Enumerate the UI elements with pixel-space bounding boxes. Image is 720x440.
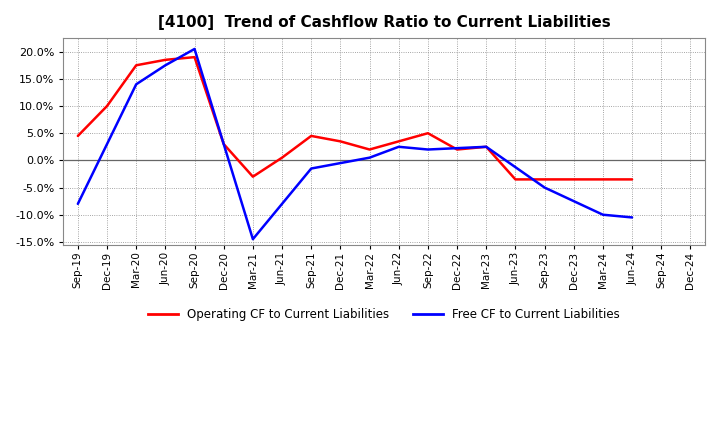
Legend: Operating CF to Current Liabilities, Free CF to Current Liabilities: Operating CF to Current Liabilities, Fre… [144,303,624,326]
Title: [4100]  Trend of Cashflow Ratio to Current Liabilities: [4100] Trend of Cashflow Ratio to Curren… [158,15,611,30]
